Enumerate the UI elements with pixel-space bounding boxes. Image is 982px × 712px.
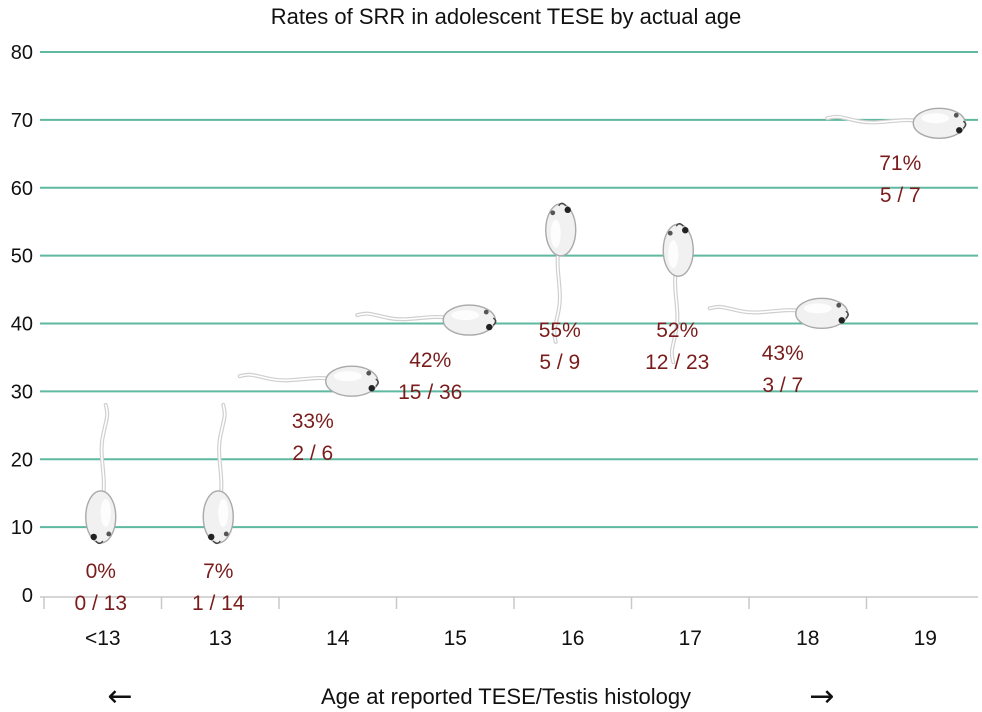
grid-lines — [40, 51, 978, 529]
y-tick-label: 0 — [22, 585, 33, 607]
y-axis-ticks: 0 10 20 30 40 50 60 70 80 — [11, 42, 33, 607]
y-tick-label: 20 — [11, 449, 33, 471]
sperm-icon — [85, 402, 117, 545]
data-label-count: 1 / 14 — [192, 592, 245, 615]
sperm-icon — [355, 304, 497, 336]
data-label-percent: 0% — [86, 560, 116, 583]
x-tick-label: 18 — [796, 627, 819, 650]
x-axis: <13 13 14 15 16 17 18 19 — [40, 596, 978, 650]
data-label-count: 2 / 6 — [292, 442, 333, 465]
data-label-percent: 33% — [292, 410, 334, 433]
sperm-icon — [662, 223, 694, 365]
x-tick-label: 19 — [914, 627, 937, 650]
data-label-count: 5 / 9 — [539, 351, 580, 374]
x-axis-label: Age at reported TESE/Testis histology — [321, 684, 691, 709]
x-tick-label: 13 — [209, 627, 232, 650]
data-label-percent: 55% — [539, 319, 581, 342]
y-tick-label: 10 — [11, 517, 33, 539]
arrow-left-icon: ← — [107, 679, 132, 712]
sperm-icon — [707, 297, 849, 330]
sperm-icon — [825, 107, 967, 139]
sperm-icon — [237, 365, 379, 397]
y-tick-label: 30 — [11, 381, 33, 403]
data-label-percent: 71% — [879, 152, 921, 175]
sperm-icon — [202, 402, 234, 545]
x-tick-label: 16 — [561, 627, 584, 650]
sperm-icon — [545, 202, 577, 344]
data-label-count: 3 / 7 — [762, 374, 803, 397]
chart-title: Rates of SRR in adolescent TESE by actua… — [271, 4, 741, 29]
y-tick-label: 80 — [11, 42, 33, 64]
data-label-percent: 7% — [203, 560, 233, 583]
x-tick-label: 15 — [444, 627, 467, 650]
y-tick-label: 50 — [11, 246, 33, 268]
data-label-percent: 42% — [409, 349, 451, 372]
x-tick-label: 14 — [326, 627, 350, 650]
y-tick-label: 40 — [11, 314, 33, 336]
data-label-percent: 43% — [762, 342, 804, 365]
sperm-markers — [85, 107, 967, 545]
data-label-count: 12 / 23 — [645, 351, 709, 374]
data-labels: 0% 0 / 13 7% 1 / 14 33% 2 / 6 42% 15 / 36 55% 5 /… — [74, 152, 921, 615]
y-tick-label: 70 — [11, 110, 33, 132]
x-tick-label: 17 — [679, 627, 702, 650]
y-tick-label: 60 — [11, 178, 33, 200]
data-label-percent: 52% — [656, 319, 698, 342]
data-label-count: 0 / 13 — [74, 592, 127, 615]
x-tick-label: <13 — [85, 627, 121, 650]
data-label-count: 15 / 36 — [398, 381, 462, 404]
data-label-count: 5 / 7 — [880, 184, 921, 207]
arrow-right-icon: → — [809, 679, 834, 712]
